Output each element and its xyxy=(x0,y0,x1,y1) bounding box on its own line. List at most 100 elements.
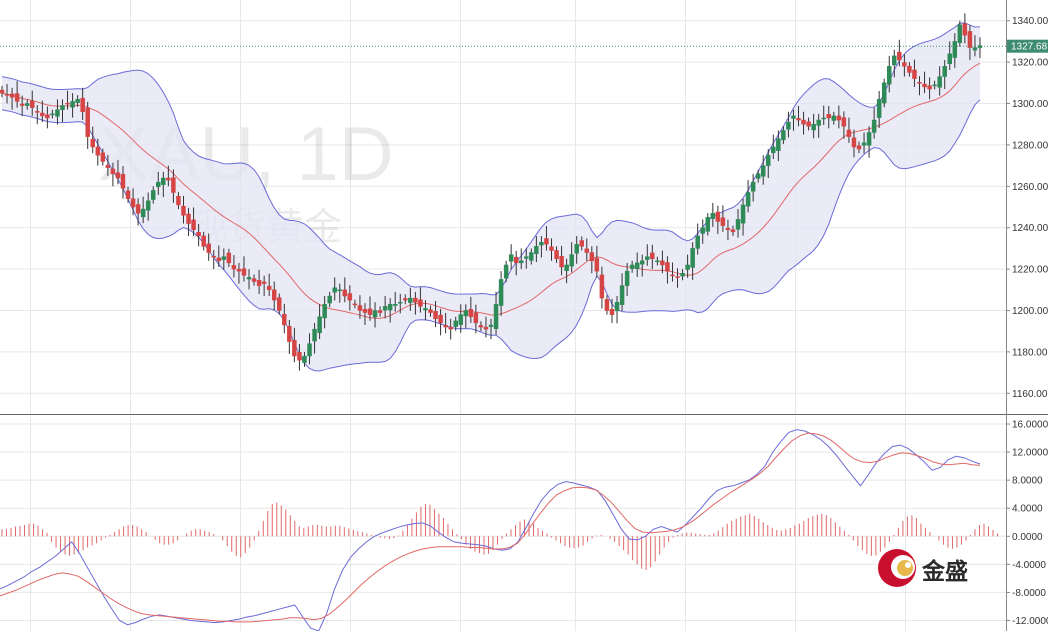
candle xyxy=(614,296,620,324)
candle xyxy=(403,294,408,305)
candle-body xyxy=(45,114,50,119)
candle-body xyxy=(312,328,317,342)
candle-body xyxy=(645,256,650,260)
candle xyxy=(95,138,101,166)
candle xyxy=(443,312,448,334)
candle xyxy=(110,162,116,187)
candle-body xyxy=(266,285,272,291)
candle xyxy=(19,95,25,116)
candle xyxy=(695,223,700,255)
brand-logo: 金盛 xyxy=(878,549,968,587)
indicator-axis[interactable]: -12.0000 -8.0000 -4.0000 0.0000 4.0000 8.0000… xyxy=(1006,420,1048,627)
candle-body xyxy=(866,132,872,146)
candle xyxy=(312,322,317,354)
candle xyxy=(85,101,90,150)
candle-body xyxy=(287,325,292,342)
candle xyxy=(65,90,70,110)
price-tick-label: 1340.00 xyxy=(1012,16,1048,27)
candle-body xyxy=(70,101,75,108)
candle xyxy=(392,291,398,312)
price-tick-label: 1280.00 xyxy=(1012,140,1048,151)
candle xyxy=(493,291,499,335)
candle-body xyxy=(957,24,963,43)
candle xyxy=(725,219,731,241)
candle xyxy=(841,111,847,139)
candle-body xyxy=(14,93,20,102)
candle xyxy=(861,132,867,154)
candle xyxy=(513,250,519,276)
candle-body xyxy=(493,304,499,329)
candle-body xyxy=(508,254,514,262)
candle xyxy=(942,60,947,90)
candle xyxy=(413,291,418,315)
candle xyxy=(4,84,10,104)
candle-body xyxy=(236,268,242,272)
macd-line xyxy=(0,429,981,631)
candle-body xyxy=(962,23,968,36)
candle xyxy=(186,207,191,236)
candle-body xyxy=(251,278,257,282)
candle xyxy=(579,236,584,251)
candle-body xyxy=(110,168,116,175)
candle-body xyxy=(952,41,958,58)
candle-body xyxy=(564,264,569,272)
candle-body xyxy=(816,119,821,126)
candle xyxy=(962,13,968,44)
candle xyxy=(302,351,307,367)
candle-body xyxy=(125,190,131,199)
candle xyxy=(35,105,40,125)
candle xyxy=(972,35,978,57)
indicator-tick-label: -4.0000 xyxy=(1012,560,1046,571)
candle-body xyxy=(65,102,70,105)
candle xyxy=(50,109,55,119)
candle-body xyxy=(680,272,685,277)
candle xyxy=(251,274,257,286)
candle xyxy=(423,300,428,321)
candle-body xyxy=(715,211,721,222)
candle-body xyxy=(529,252,534,261)
candle xyxy=(791,109,796,131)
candle xyxy=(685,254,690,278)
candle-body xyxy=(826,114,832,119)
candle-body xyxy=(221,256,227,260)
candle xyxy=(574,235,579,264)
candle-body xyxy=(725,227,731,231)
candle-body xyxy=(524,256,529,259)
candle-body xyxy=(967,31,973,48)
candle xyxy=(120,166,126,199)
candle xyxy=(846,117,852,143)
candle xyxy=(866,126,872,158)
candle xyxy=(483,316,489,338)
candle-body xyxy=(145,200,151,211)
candle xyxy=(161,171,166,198)
candle-body xyxy=(856,145,862,150)
candle-body xyxy=(771,146,776,154)
candle-body xyxy=(750,181,756,192)
candle-body xyxy=(760,165,766,177)
candle xyxy=(357,295,363,319)
price-axis[interactable]: 1160.00 1180.00 1200.00 1220.00 1240.00 1260.… xyxy=(1006,16,1048,400)
candle xyxy=(226,248,232,268)
candle-body xyxy=(650,252,655,259)
candle xyxy=(171,169,176,203)
candle xyxy=(150,186,156,204)
candle xyxy=(715,205,721,234)
candle-body xyxy=(337,289,343,292)
signal-line xyxy=(0,432,981,623)
candle-body xyxy=(619,285,625,305)
candle-body xyxy=(791,115,796,119)
candle xyxy=(438,308,443,336)
candle xyxy=(720,205,726,232)
candle-body xyxy=(140,208,146,218)
candle xyxy=(700,219,705,244)
candle-body xyxy=(277,297,282,311)
candle-body xyxy=(271,289,277,301)
macd-histogram xyxy=(1,502,998,570)
price-tick-label: 1260.00 xyxy=(1012,182,1048,193)
candle-body xyxy=(639,260,645,265)
candle-body xyxy=(846,129,852,137)
candle-body xyxy=(231,265,237,270)
candle-body xyxy=(937,76,942,88)
candle-body xyxy=(161,177,166,185)
candle xyxy=(760,155,766,185)
